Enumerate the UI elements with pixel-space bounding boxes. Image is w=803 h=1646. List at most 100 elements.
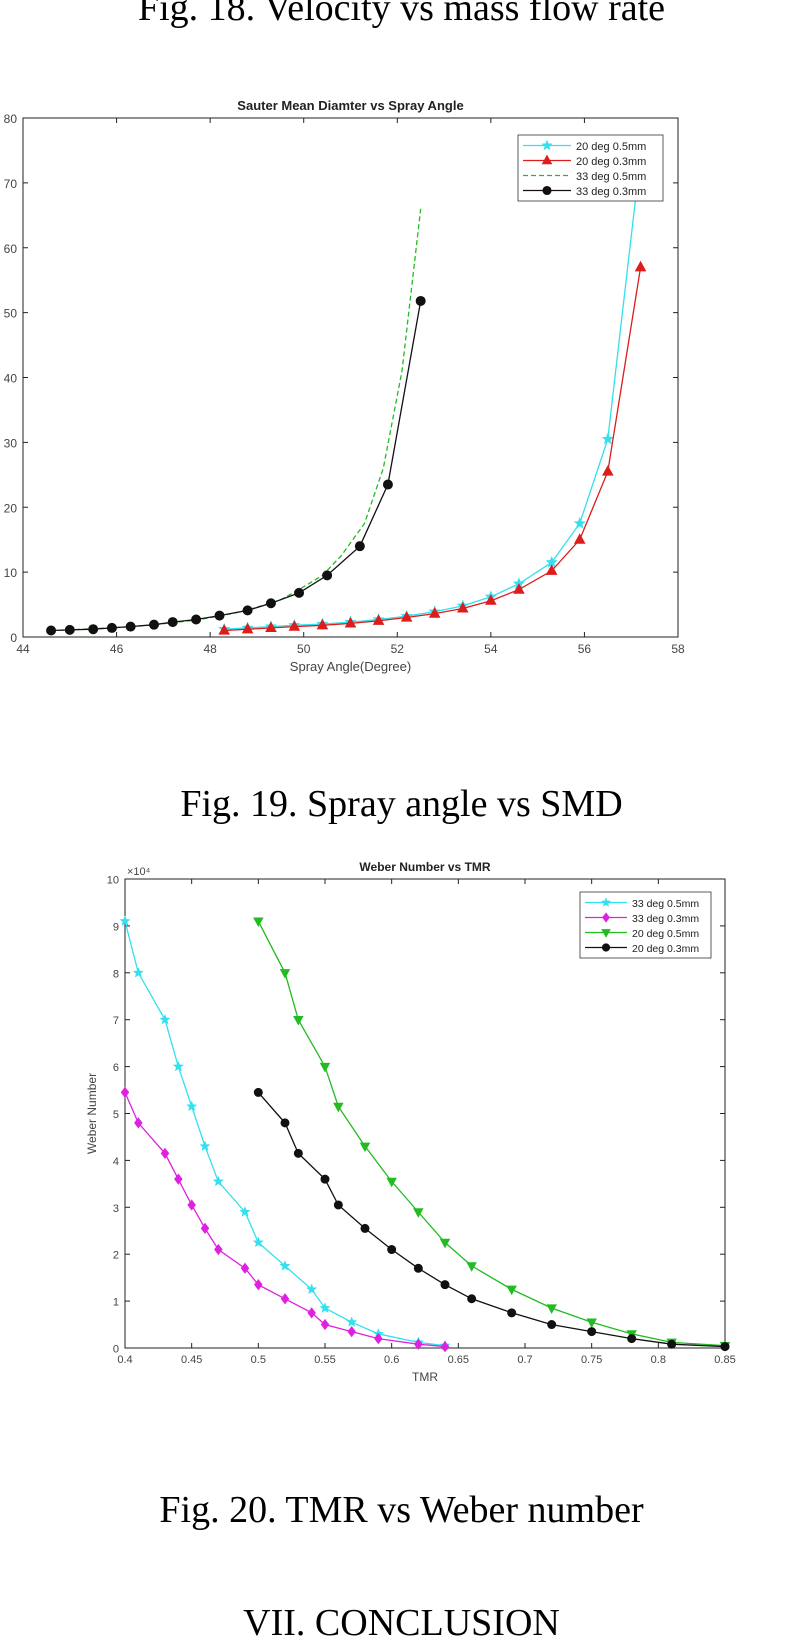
y-tick-label: 10	[107, 875, 119, 887]
x-tick-label: 0.65	[448, 1354, 469, 1366]
section-heading-conclusion: VII. CONCLUSION	[243, 1602, 560, 1644]
data-point	[239, 1206, 251, 1217]
data-point	[214, 610, 225, 621]
data-point	[149, 619, 159, 630]
data-point	[347, 1325, 356, 1338]
data-point	[372, 614, 385, 625]
data-point	[507, 1308, 517, 1318]
x-tick-label: 0.8	[651, 1354, 666, 1366]
data-point	[293, 1016, 304, 1026]
data-point	[440, 1340, 450, 1353]
data-point	[279, 969, 291, 979]
x-tick-label: 58	[671, 642, 685, 656]
legend-label: 33 deg 0.5mm	[576, 171, 646, 183]
y-tick-label: 40	[4, 372, 18, 386]
data-point	[354, 541, 365, 552]
data-point	[720, 1342, 730, 1352]
x-axis-label: TMR	[412, 1370, 438, 1384]
plot-area	[22, 117, 679, 638]
y-tick-label: 70	[4, 177, 18, 191]
data-point	[414, 1338, 423, 1350]
data-point	[467, 1294, 477, 1304]
data-point	[167, 617, 178, 628]
x-tick-label: 0.55	[314, 1354, 335, 1366]
x-axis-label: Spray Angle(Degree)	[290, 659, 411, 674]
y-tick-label: 0	[10, 631, 17, 645]
series-line	[224, 267, 642, 632]
data-point	[545, 564, 558, 575]
y-tick-label: 8	[113, 968, 119, 980]
legend-marker	[601, 943, 611, 952]
data-point	[546, 1304, 557, 1314]
data-point	[253, 917, 264, 928]
x-tick-label: 0.4	[117, 1354, 132, 1366]
x-tick-label: 0.85	[714, 1354, 735, 1366]
data-point	[279, 1260, 291, 1271]
data-point	[573, 533, 586, 544]
data-point	[242, 605, 253, 616]
y-tick-label: 1	[113, 1297, 119, 1309]
y-tick-label: 50	[4, 307, 18, 321]
series-4	[46, 295, 426, 636]
data-point	[64, 624, 75, 635]
legend-label: 20 deg 0.3mm	[632, 943, 699, 955]
data-point	[386, 1177, 397, 1188]
x-tick-label: 52	[391, 642, 405, 656]
data-point	[602, 465, 614, 476]
data-point	[218, 624, 230, 635]
data-point	[132, 966, 144, 978]
series-line	[124, 921, 446, 1347]
data-point	[293, 1148, 303, 1158]
figure-18-caption: Fig. 18. Velocity vs mass flow rate	[137, 0, 666, 29]
data-point	[120, 1086, 130, 1099]
legend-marker	[602, 912, 610, 923]
legend-label: 20 deg 0.5mm	[632, 928, 699, 940]
data-point	[252, 1236, 264, 1248]
x-tick-label: 0.6	[384, 1354, 399, 1366]
data-point	[88, 624, 99, 635]
y-tick-label: 9	[113, 921, 119, 933]
data-point	[439, 1238, 451, 1249]
figure-20-caption: Fig. 20. TMR vs Weber number	[159, 1489, 644, 1531]
legend-label: 33 deg 0.3mm	[632, 913, 699, 925]
x-tick-label: 48	[203, 642, 217, 656]
data-point	[134, 1117, 143, 1129]
data-point	[333, 1102, 344, 1113]
data-point	[346, 1316, 358, 1327]
data-point	[627, 1334, 637, 1344]
data-point	[513, 583, 525, 594]
x-tick-label: 0.7	[517, 1354, 532, 1366]
chart-title: Sauter Mean Diamter vs Spray Angle	[237, 98, 463, 113]
x-tick-label: 56	[578, 642, 592, 656]
data-point	[294, 587, 305, 598]
data-point	[601, 432, 615, 445]
y-tick-label: 0	[113, 1344, 119, 1356]
data-point	[413, 1208, 424, 1218]
x-tick-label: 46	[110, 642, 124, 656]
data-point	[241, 622, 254, 634]
y-axis-exponent: ×10⁴	[127, 866, 151, 878]
data-point	[174, 1173, 183, 1185]
data-point	[254, 1279, 263, 1291]
y-tick-label: 10	[4, 566, 18, 580]
legend-label: 20 deg 0.3mm	[576, 156, 646, 168]
series-line	[124, 1092, 446, 1348]
y-tick-label: 3	[113, 1203, 119, 1215]
data-point	[634, 260, 647, 272]
series-line	[257, 1091, 726, 1348]
series-1	[119, 915, 451, 1351]
data-point	[160, 1147, 170, 1159]
data-point	[159, 1013, 171, 1025]
series-2	[218, 260, 647, 635]
figure-19-caption: Fig. 19. Spray angle vs SMD	[180, 783, 623, 825]
legend-marker	[601, 929, 611, 938]
legend: 20 deg 0.5mm 20 deg 0.3mm 33 deg 0.5mm 33 d…	[517, 134, 664, 202]
data-point	[344, 616, 357, 628]
series-line	[257, 920, 726, 1347]
data-point	[382, 479, 393, 490]
data-point	[485, 594, 497, 605]
data-point	[547, 1320, 557, 1330]
data-point	[586, 1318, 597, 1329]
data-point	[172, 1060, 184, 1072]
legend-label: 33 deg 0.3mm	[576, 186, 646, 198]
